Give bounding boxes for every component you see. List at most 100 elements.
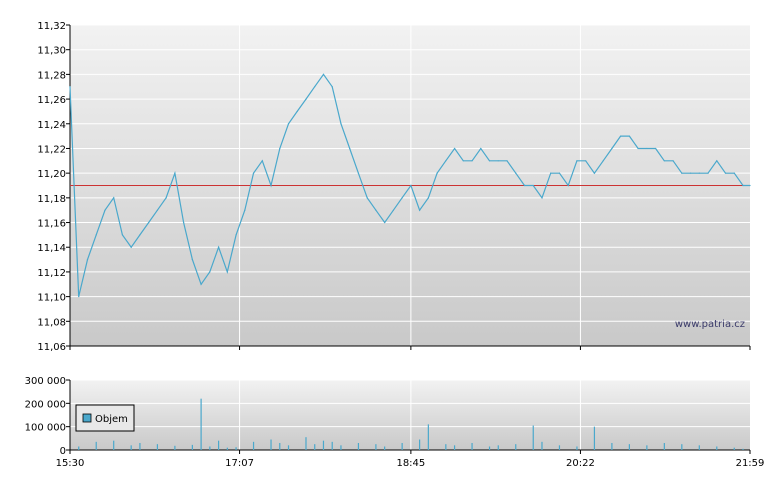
price-point xyxy=(209,271,211,273)
price-point xyxy=(174,172,176,174)
legend-label: Objem xyxy=(95,414,128,425)
x-tick-label: 21:59 xyxy=(736,458,765,469)
price-point xyxy=(445,160,447,162)
price-point xyxy=(488,160,491,162)
price-point xyxy=(165,197,167,199)
price-point xyxy=(349,147,351,150)
price-point xyxy=(95,234,97,236)
x-tick-label: 18:45 xyxy=(396,458,425,469)
price-y-tick-label: 11,06 xyxy=(37,342,66,353)
price-point xyxy=(480,147,482,150)
price-point xyxy=(558,172,561,174)
price-point xyxy=(436,172,438,174)
price-point xyxy=(296,110,298,113)
price-y-tick-label: 11,28 xyxy=(37,70,66,81)
price-point xyxy=(305,98,307,100)
x-tick-label: 20:22 xyxy=(566,458,595,469)
price-point xyxy=(104,209,106,211)
price-point xyxy=(375,209,377,211)
price-point xyxy=(515,172,517,174)
price-y-tick-label: 11,12 xyxy=(37,268,66,279)
price-point xyxy=(698,172,700,174)
price-point xyxy=(602,160,604,162)
price-y-tick-label: 11,18 xyxy=(37,194,66,205)
price-point xyxy=(742,184,744,187)
price-point xyxy=(724,172,727,174)
price-point xyxy=(279,147,281,150)
price-point xyxy=(121,234,124,236)
price-point xyxy=(139,234,141,236)
price-point xyxy=(148,221,150,224)
price-y-tick-label: 11,26 xyxy=(37,95,66,106)
price-point xyxy=(287,123,290,125)
price-point xyxy=(733,172,735,174)
price-point xyxy=(401,197,403,199)
price-point xyxy=(593,172,596,174)
price-point xyxy=(672,160,674,162)
price-point xyxy=(707,172,709,174)
price-point xyxy=(749,184,751,187)
price-point xyxy=(217,246,220,248)
price-y-tick-label: 11,30 xyxy=(37,46,66,57)
price-point xyxy=(681,172,683,174)
price-point xyxy=(655,147,657,150)
price-point xyxy=(576,160,578,162)
price-point xyxy=(200,283,202,285)
price-y-tick-label: 11,10 xyxy=(37,293,66,304)
price-point xyxy=(637,147,639,150)
price-point xyxy=(419,209,421,211)
price-y-tick-label: 11,24 xyxy=(37,120,66,131)
price-point xyxy=(226,271,228,273)
price-point xyxy=(331,86,333,88)
price-point xyxy=(392,209,394,211)
price-y-tick-label: 11,16 xyxy=(37,219,66,230)
price-point xyxy=(156,209,159,211)
price-y-tick-label: 11,22 xyxy=(37,144,66,155)
price-point xyxy=(366,197,368,199)
price-point xyxy=(471,160,473,162)
price-point xyxy=(462,160,464,162)
price-point xyxy=(410,184,412,187)
price-panel: 11,06 11,08 11,10 11,12 11,14 11,16 11,18 11,20… xyxy=(37,21,751,353)
price-point xyxy=(628,135,630,137)
volume-panel: 0 100 000 200 000 300 000 15:30 17:07 18:45 20:… xyxy=(25,376,765,469)
price-y-tick-label: 11,14 xyxy=(37,243,66,254)
price-y-tick-label: 11,08 xyxy=(37,317,66,328)
price-point xyxy=(384,221,386,224)
volume-plot-background xyxy=(70,380,750,450)
price-point xyxy=(716,160,718,162)
price-point xyxy=(506,160,508,162)
price-point xyxy=(314,86,316,88)
price-point xyxy=(252,172,255,174)
price-point xyxy=(340,123,342,125)
price-point xyxy=(585,160,587,162)
x-tick-label: 17:07 xyxy=(225,458,254,469)
price-point xyxy=(69,86,71,88)
price-point xyxy=(113,197,115,199)
price-point xyxy=(550,172,552,174)
price-point xyxy=(183,221,185,224)
volume-y-tick-label: 200 000 xyxy=(25,399,66,410)
price-point xyxy=(261,160,263,162)
price-point xyxy=(235,234,237,236)
price-point xyxy=(244,209,246,211)
price-point xyxy=(130,246,132,248)
price-y-tick-label: 11,20 xyxy=(37,169,66,180)
price-point xyxy=(523,184,526,187)
price-point xyxy=(453,147,456,150)
price-point xyxy=(78,296,80,298)
price-point xyxy=(191,258,193,261)
price-point xyxy=(86,258,89,261)
price-point xyxy=(663,160,665,162)
price-point xyxy=(689,172,692,174)
price-point xyxy=(532,184,534,187)
price-point xyxy=(427,197,429,199)
watermark-text: www.patria.cz xyxy=(675,319,745,330)
price-point xyxy=(567,184,569,187)
price-point xyxy=(541,197,543,199)
price-point xyxy=(322,73,325,75)
price-point xyxy=(611,147,613,150)
x-tick-label: 15:30 xyxy=(56,458,85,469)
